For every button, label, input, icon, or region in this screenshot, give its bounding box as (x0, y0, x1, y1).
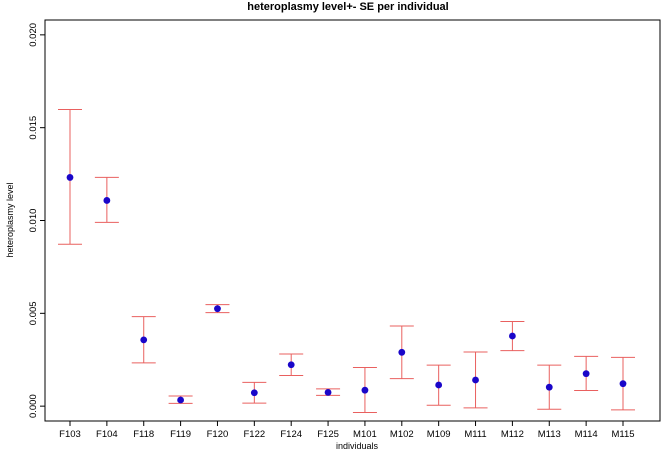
y-axis-title: heteroplasmy level (5, 182, 15, 257)
data-point (66, 174, 74, 181)
x-tick-label: F122 (244, 429, 266, 440)
x-tick-label: M112 (501, 429, 524, 440)
x-tick-label: M109 (427, 429, 451, 440)
data-point (435, 381, 443, 389)
x-tick-label: F118 (133, 429, 154, 440)
data-point (177, 396, 185, 404)
data-point (214, 305, 221, 313)
y-tick-label: 0.000 (28, 394, 39, 418)
data-point (619, 380, 627, 388)
data-point (324, 389, 332, 396)
data-point (472, 376, 479, 384)
y-tick-label: 0.020 (28, 23, 39, 47)
plot-frame (44, 19, 661, 422)
x-tick-label: F124 (280, 429, 302, 440)
x-axis: F103 F104 F118 F119 F120 F122 F124 F125 M101 M102… (59, 420, 635, 440)
x-tick-label: F119 (170, 429, 191, 440)
data-point (361, 386, 369, 394)
data-point (103, 197, 111, 204)
x-tick-label: F103 (59, 429, 81, 440)
x-tick-label: M113 (538, 429, 561, 440)
x-tick-label: M111 (464, 429, 486, 440)
x-tick-label: F120 (207, 429, 229, 440)
x-tick-label: M102 (390, 429, 414, 440)
x-tick-label: F104 (96, 429, 118, 440)
y-axis: 0.000 0.005 0.010 0.015 0.020 (28, 23, 46, 418)
error-bars (58, 108, 635, 413)
y-tick-label: 0.010 (28, 209, 39, 233)
data-point (509, 332, 516, 340)
x-axis-title: individuals (336, 441, 379, 451)
x-tick-label: F125 (317, 429, 339, 440)
x-tick-label: M101 (353, 429, 377, 440)
data-point (140, 336, 148, 344)
data-point (582, 370, 590, 378)
data-point (250, 389, 258, 397)
y-tick-label: 0.005 (28, 301, 39, 325)
chart-title: heteroplasmy level+- SE per individual (247, 1, 448, 13)
data-point (545, 383, 553, 391)
data-points (66, 174, 627, 404)
data-point (287, 361, 295, 369)
x-tick-label: M114 (575, 429, 598, 440)
data-point (398, 348, 406, 356)
x-tick-label: M115 (611, 429, 634, 440)
y-tick-label: 0.015 (28, 116, 39, 140)
